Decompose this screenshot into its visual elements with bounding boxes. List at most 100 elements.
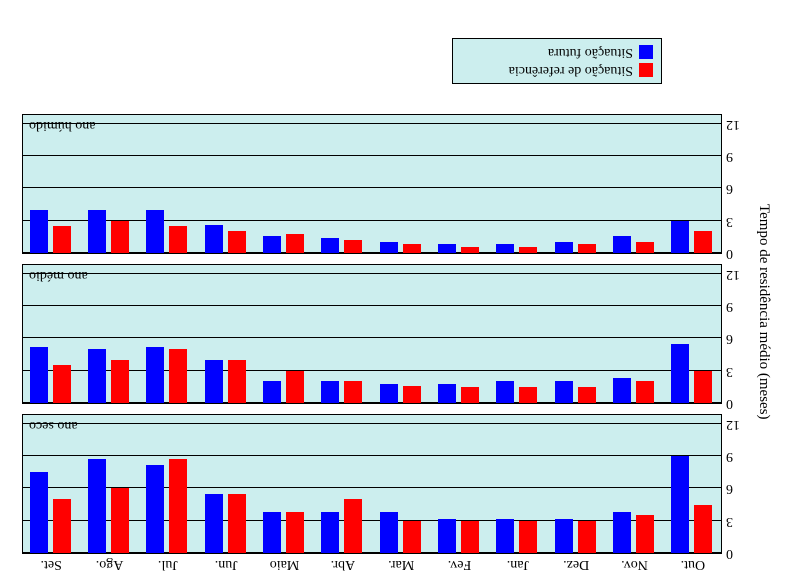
bar-fut	[30, 347, 48, 403]
gridline	[23, 273, 721, 274]
bar-fut	[438, 384, 456, 403]
y-tick-label: 6	[726, 480, 751, 496]
bar-fut	[555, 519, 573, 553]
y-tick-label: 9	[726, 298, 751, 314]
y-tick-label: 6	[726, 330, 751, 346]
y-tick-label: 12	[726, 116, 751, 132]
bar-ref	[228, 494, 246, 553]
bar-ref	[344, 499, 362, 553]
y-tick-label: 0	[726, 545, 751, 561]
bar-ref	[111, 488, 129, 553]
legend-label: Situação futura	[548, 43, 633, 61]
bar-ref	[636, 515, 654, 553]
bar-fut	[146, 210, 164, 253]
bar-fut	[263, 381, 281, 403]
bar-fut	[321, 238, 339, 253]
bar-ref	[228, 360, 246, 403]
gridline	[23, 423, 721, 424]
bar-fut	[321, 512, 339, 553]
gridline	[23, 337, 721, 338]
bar-ref	[636, 242, 654, 253]
chart-stage: 036912ano seco036912ano médio036912ano h…	[0, 0, 792, 574]
y-tick-label: 9	[726, 148, 751, 164]
bar-fut	[380, 384, 398, 403]
legend-item: Situação de referência	[461, 61, 653, 79]
gridline	[23, 187, 721, 188]
bar-fut	[380, 512, 398, 553]
bar-fut	[263, 512, 281, 553]
bar-ref	[694, 371, 712, 403]
legend-item: Situação futura	[461, 43, 653, 61]
bar-ref	[111, 221, 129, 253]
bar-fut	[438, 519, 456, 553]
bar-fut	[613, 512, 631, 553]
y-tick-label: 3	[726, 513, 751, 529]
panel-label: ano húmido	[29, 117, 96, 133]
bar-ref	[228, 231, 246, 253]
bar-ref	[344, 381, 362, 403]
y-axis-title: Tempo de residência médio (meses)	[755, 204, 772, 420]
gridline	[23, 305, 721, 306]
bar-fut	[613, 378, 631, 403]
bar-ref	[53, 365, 71, 403]
x-category-label: Set.	[40, 556, 61, 572]
bar-ref	[578, 521, 596, 553]
x-category-label: Nov.	[621, 556, 648, 572]
panel-0: 036912ano seco	[22, 414, 722, 554]
x-category-label: Abr.	[331, 556, 356, 572]
x-category-label: Dez.	[563, 556, 589, 572]
panel-1: 036912ano médio	[22, 264, 722, 404]
y-tick-label: 6	[726, 180, 751, 196]
y-tick-label: 12	[726, 416, 751, 432]
x-category-label: Jun.	[215, 556, 238, 572]
x-category-label: Mar.	[388, 556, 414, 572]
bar-fut	[205, 225, 223, 253]
bar-ref	[694, 505, 712, 553]
bar-ref	[694, 231, 712, 253]
bar-ref	[461, 521, 479, 553]
bar-ref	[403, 521, 421, 553]
gridline	[23, 123, 721, 124]
bar-fut	[671, 344, 689, 403]
bar-ref	[286, 371, 304, 403]
x-category-label: Fev.	[448, 556, 472, 572]
bar-ref	[169, 459, 187, 553]
bar-fut	[263, 236, 281, 253]
bar-ref	[519, 247, 537, 253]
bar-fut	[205, 494, 223, 553]
bar-ref	[461, 387, 479, 403]
bar-fut	[146, 347, 164, 403]
gridline	[23, 455, 721, 456]
bar-ref	[344, 240, 362, 253]
panel-label: ano seco	[29, 417, 78, 433]
bar-fut	[438, 244, 456, 253]
legend-label: Situação de referência	[509, 61, 633, 79]
x-category-label: Ago.	[96, 556, 124, 572]
y-tick-label: 0	[726, 245, 751, 261]
bar-fut	[555, 381, 573, 403]
bar-fut	[496, 244, 514, 253]
bar-ref	[403, 386, 421, 403]
bar-ref	[53, 226, 71, 253]
bar-fut	[321, 381, 339, 403]
bar-ref	[403, 244, 421, 253]
bar-ref	[286, 512, 304, 553]
bar-ref	[461, 247, 479, 253]
y-tick-label: 12	[726, 266, 751, 282]
y-tick-label: 3	[726, 213, 751, 229]
x-category-label: Jan.	[507, 556, 529, 572]
bar-fut	[496, 519, 514, 553]
bar-ref	[578, 387, 596, 403]
bar-ref	[169, 349, 187, 403]
x-category-label: Maio	[270, 556, 300, 572]
bar-ref	[53, 499, 71, 553]
legend-swatch	[639, 45, 653, 59]
bar-fut	[613, 236, 631, 253]
legend: Situação de referênciaSituação futura	[452, 38, 662, 84]
bar-fut	[380, 242, 398, 253]
panel-2: 036912ano húmido	[22, 114, 722, 254]
bar-fut	[88, 210, 106, 253]
y-tick-label: 3	[726, 363, 751, 379]
bar-fut	[88, 349, 106, 403]
bar-ref	[519, 521, 537, 553]
